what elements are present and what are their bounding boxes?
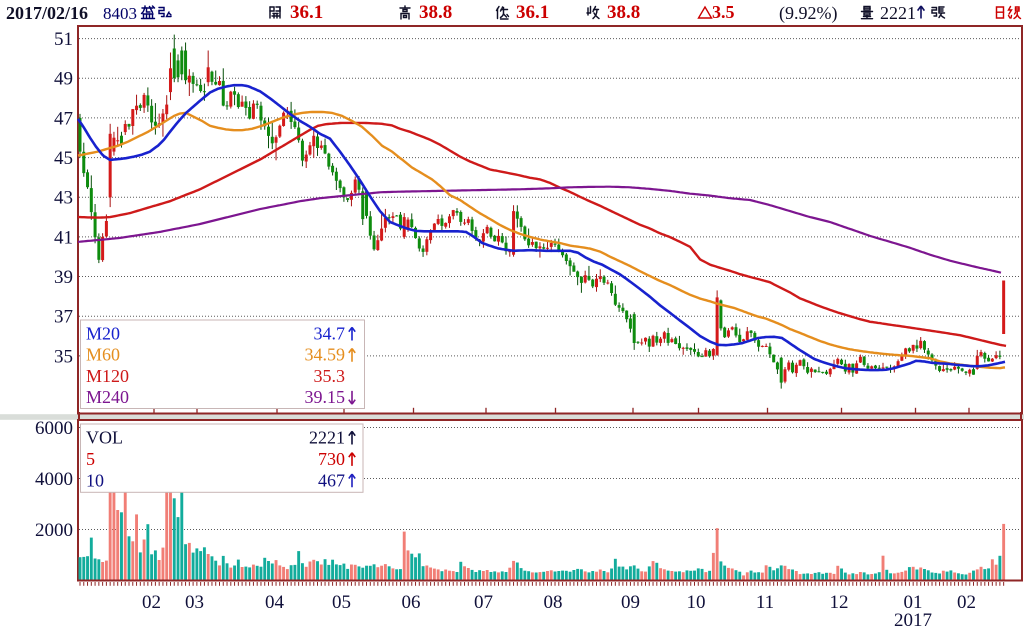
svg-text:05: 05 xyxy=(332,592,351,613)
svg-text:730: 730 xyxy=(318,449,345,469)
svg-text:02: 02 xyxy=(957,592,976,613)
svg-text:M20: M20 xyxy=(86,324,120,344)
svg-text:VOL: VOL xyxy=(86,428,123,448)
svg-text:09: 09 xyxy=(621,592,640,613)
svg-text:34.7: 34.7 xyxy=(314,324,346,344)
svg-text:4000: 4000 xyxy=(35,469,73,490)
svg-text:2221: 2221 xyxy=(309,428,345,448)
svg-text:39.15: 39.15 xyxy=(305,387,346,407)
svg-text:49: 49 xyxy=(54,69,73,90)
svg-text:01: 01 xyxy=(904,592,923,613)
svg-text:02: 02 xyxy=(142,592,161,613)
svg-text:467: 467 xyxy=(318,470,345,490)
svg-text:47: 47 xyxy=(54,108,73,129)
svg-text:51: 51 xyxy=(54,29,73,50)
svg-text:M120: M120 xyxy=(86,366,129,386)
svg-text:07: 07 xyxy=(474,592,493,613)
svg-text:10: 10 xyxy=(687,592,706,613)
svg-text:2017: 2017 xyxy=(894,610,932,630)
svg-text:10: 10 xyxy=(86,470,104,490)
svg-text:39: 39 xyxy=(54,267,73,288)
svg-text:35.3: 35.3 xyxy=(314,366,346,386)
svg-text:06: 06 xyxy=(402,592,421,613)
svg-text:41: 41 xyxy=(54,227,73,248)
svg-text:5: 5 xyxy=(86,449,95,469)
svg-text:2000: 2000 xyxy=(35,520,73,541)
svg-text:43: 43 xyxy=(54,188,73,209)
svg-text:M60: M60 xyxy=(86,345,120,365)
svg-text:04: 04 xyxy=(265,592,285,613)
svg-text:11: 11 xyxy=(756,592,774,613)
svg-text:6000: 6000 xyxy=(35,418,73,439)
svg-text:08: 08 xyxy=(544,592,563,613)
svg-text:03: 03 xyxy=(185,592,204,613)
svg-text:45: 45 xyxy=(54,148,73,169)
svg-text:12: 12 xyxy=(830,592,849,613)
svg-text:34.59: 34.59 xyxy=(305,345,346,365)
svg-text:37: 37 xyxy=(54,307,73,328)
svg-text:35: 35 xyxy=(54,346,73,367)
svg-text:M240: M240 xyxy=(86,387,129,407)
